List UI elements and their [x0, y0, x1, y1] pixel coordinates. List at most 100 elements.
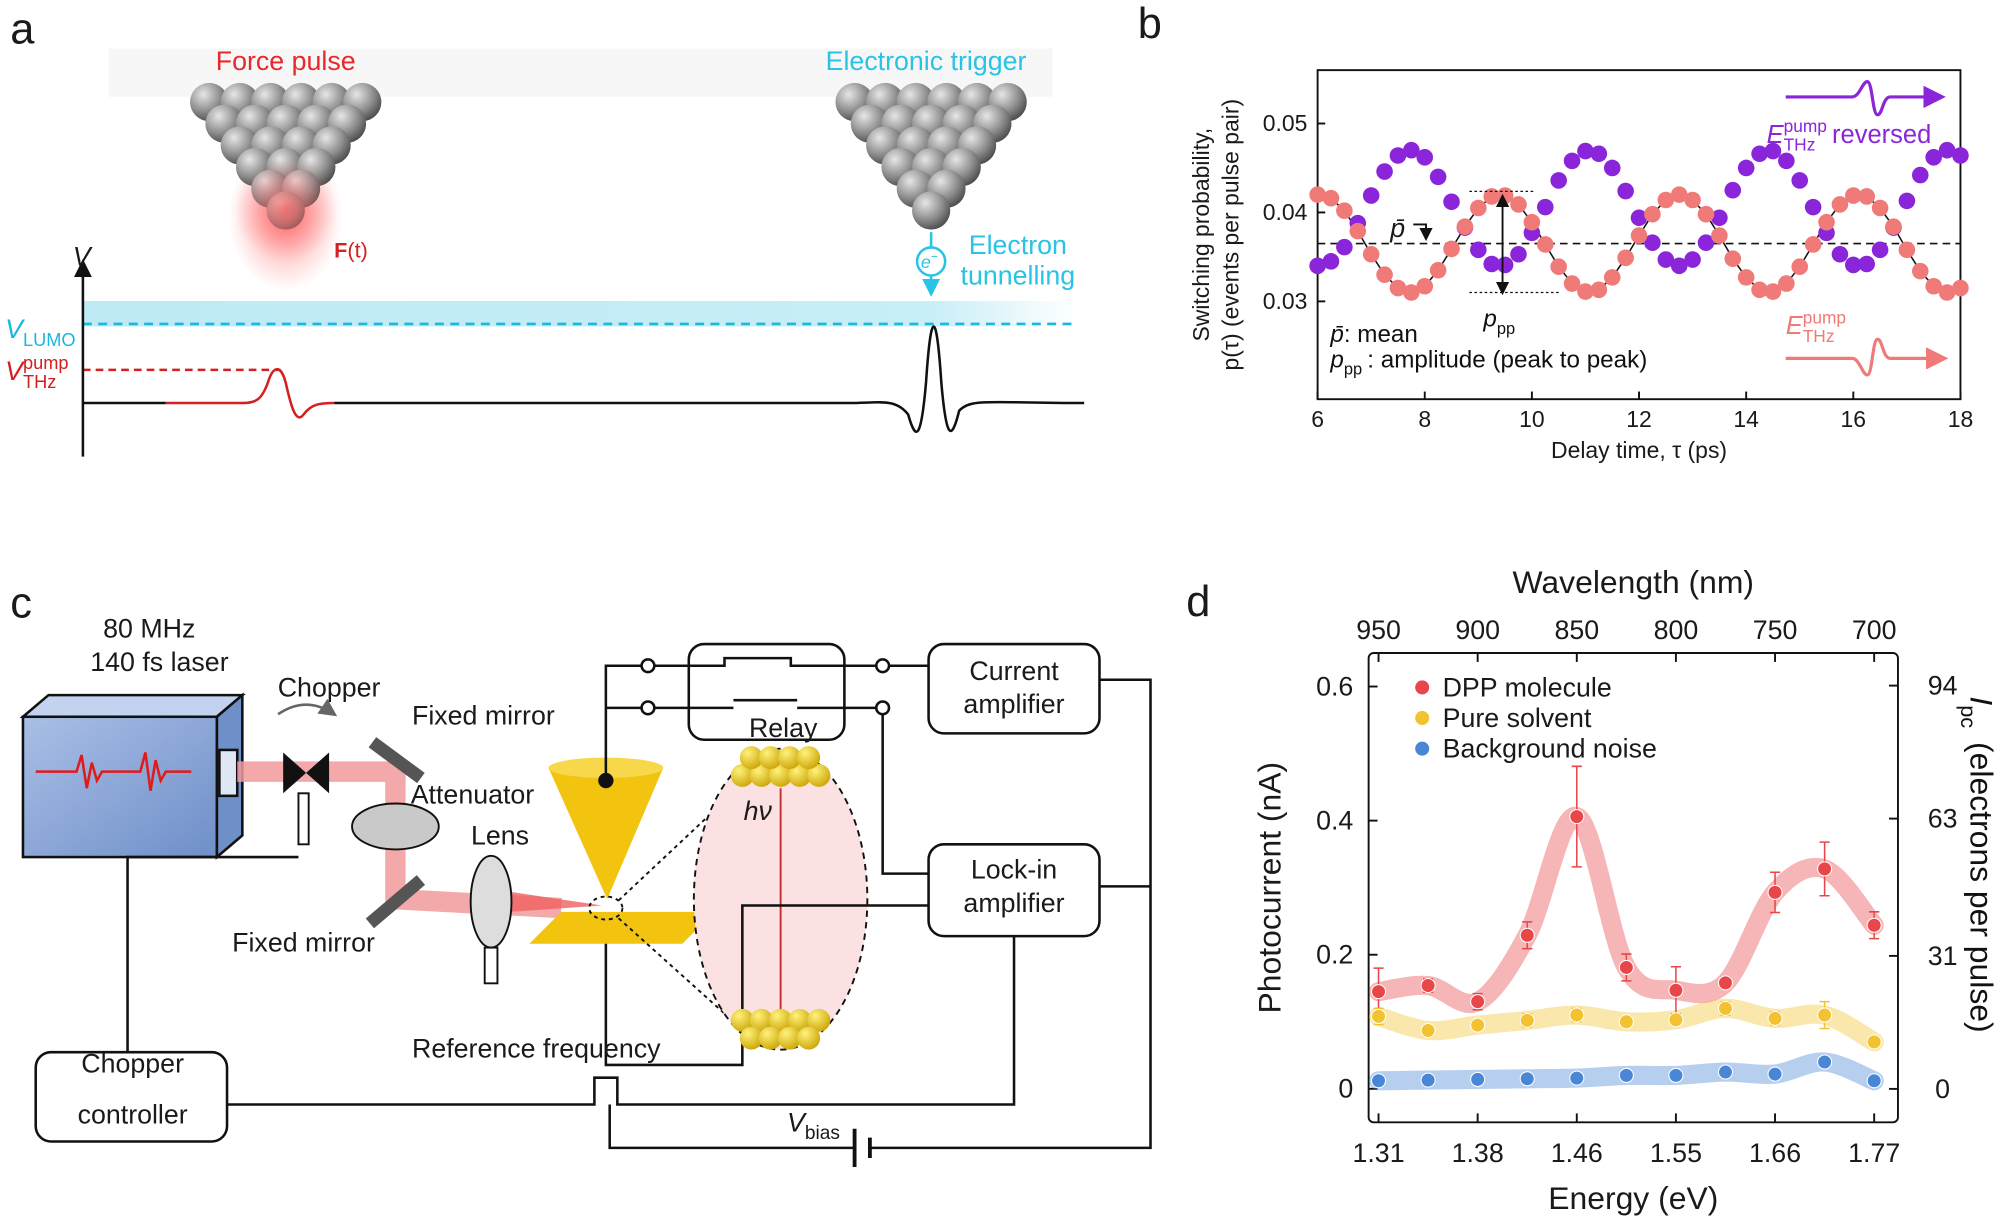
panel-label: b — [1138, 0, 1162, 48]
point — [1751, 281, 1768, 299]
chopper — [283, 752, 330, 794]
point — [1737, 159, 1755, 177]
x2-tick-label: 800 — [1654, 615, 1699, 645]
point — [1767, 1066, 1783, 1082]
y2-label-group: Ipc (electrons per pulse) — [1956, 696, 2000, 1032]
legend-marker — [1415, 711, 1430, 726]
point — [1563, 152, 1581, 170]
point — [1420, 978, 1436, 994]
point — [1717, 1064, 1734, 1080]
pulse-icon — [1785, 80, 1946, 117]
point — [1831, 245, 1849, 263]
point — [1717, 1000, 1734, 1016]
point — [1858, 188, 1875, 205]
point — [1371, 1008, 1387, 1024]
sub: THz — [23, 372, 56, 392]
y-tick-label: 0.03 — [1263, 288, 1308, 314]
point — [1618, 1014, 1634, 1030]
point — [1443, 240, 1460, 258]
legend-marker — [1415, 680, 1430, 695]
point — [1569, 809, 1585, 825]
gold-atom — [797, 1026, 821, 1050]
point — [1684, 251, 1701, 268]
point — [1336, 202, 1353, 219]
focus-spot — [588, 895, 624, 921]
point — [1536, 198, 1554, 216]
x-tick-label: 1.38 — [1452, 1138, 1504, 1168]
point — [1657, 251, 1675, 268]
suffix: : mean — [1344, 321, 1418, 348]
v-axis-label: V — [73, 241, 93, 271]
point — [1644, 205, 1661, 223]
y2-tick-label: 31 — [1928, 941, 1958, 971]
point — [1845, 256, 1862, 274]
point — [1483, 188, 1500, 205]
point — [1577, 283, 1594, 300]
point — [1644, 234, 1661, 251]
chopper-label: Chopper — [278, 672, 381, 702]
point — [1519, 1012, 1535, 1028]
y-tick-label: 0.2 — [1316, 940, 1353, 970]
y-tick-label: 0.05 — [1263, 110, 1308, 136]
mirror — [368, 737, 425, 784]
symbol: e — [921, 252, 931, 272]
x-tick-label: 12 — [1626, 406, 1652, 432]
point — [1618, 959, 1634, 975]
point — [1550, 258, 1567, 275]
symbol: E — [1767, 121, 1785, 149]
point — [1925, 149, 1942, 166]
point — [1590, 145, 1608, 163]
box-label: controller — [78, 1100, 188, 1130]
box-label: Chopper — [81, 1049, 184, 1079]
point — [1764, 283, 1782, 300]
vbias-symbol: V — [787, 1107, 807, 1137]
x-tick-label: 18 — [1948, 406, 1974, 432]
symbol: p — [1482, 306, 1496, 333]
x-tick-label: 1.55 — [1650, 1138, 1702, 1168]
x-tick-label: 1.77 — [1848, 1138, 1900, 1168]
point — [1569, 1070, 1585, 1086]
y-axis-label: Photocurrent (nA) — [1252, 762, 1288, 1014]
point — [1420, 1022, 1436, 1039]
point — [1470, 241, 1487, 259]
panel-a: a Force pulse Electronic trigger V Elect… — [5, 5, 1085, 457]
chopper-post — [297, 792, 310, 846]
point — [1470, 1017, 1486, 1033]
attenuator-label: Attenuator — [411, 779, 535, 809]
point — [1590, 281, 1608, 299]
vbias-sub: bias — [805, 1123, 840, 1144]
terminal — [640, 658, 656, 674]
point — [1523, 213, 1541, 231]
x2-tick-label: 750 — [1753, 615, 1798, 645]
point — [1911, 262, 1929, 280]
rich-label: e− — [921, 249, 938, 271]
point — [1684, 191, 1701, 209]
sup: pump — [1784, 116, 1827, 136]
point — [1376, 266, 1393, 283]
suffix: (electrons per pulse) — [1964, 733, 2000, 1032]
electron — [915, 246, 947, 277]
point — [1510, 196, 1527, 213]
point — [1791, 172, 1809, 189]
point — [1630, 227, 1648, 244]
wire — [604, 904, 929, 1067]
gold-atom — [739, 1026, 763, 1050]
point — [1456, 218, 1474, 235]
point — [1711, 227, 1728, 244]
x2-axis-label: Wavelength (nm) — [1513, 564, 1755, 600]
gold-atom — [758, 1026, 782, 1050]
rich-label: F(t) — [334, 238, 368, 263]
arg: (t) — [347, 238, 367, 263]
mean-arrow — [1413, 223, 1433, 242]
point — [1389, 147, 1407, 164]
symbol: V — [5, 356, 25, 386]
point — [1670, 186, 1688, 203]
reference-label: Reference frequency — [412, 1033, 661, 1063]
laser-aperture — [218, 748, 239, 798]
point — [1389, 279, 1407, 297]
y-tick-label: 0.04 — [1263, 199, 1308, 225]
point — [1858, 255, 1875, 273]
gold-atom — [807, 1008, 831, 1032]
point — [1871, 199, 1889, 217]
relay-box — [687, 642, 846, 742]
